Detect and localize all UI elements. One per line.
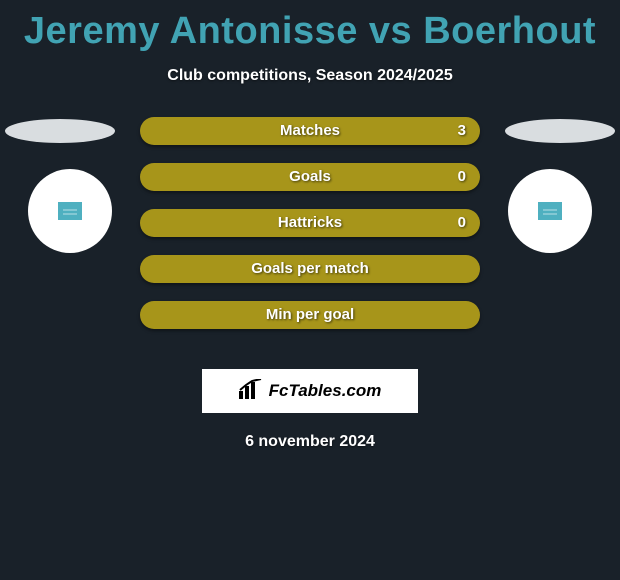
stat-value-right: 0: [458, 209, 466, 237]
date-label: 6 november 2024: [0, 433, 620, 451]
player-shadow-left: [5, 119, 115, 143]
stat-label: Hattricks: [140, 209, 480, 237]
stat-value-right: 0: [458, 163, 466, 191]
stat-label: Min per goal: [140, 301, 480, 329]
stat-row: Matches 3: [140, 117, 480, 145]
team-placeholder-icon: [538, 202, 562, 220]
stat-row: Min per goal: [140, 301, 480, 329]
stat-label: Matches: [140, 117, 480, 145]
stat-row: Hattricks 0: [140, 209, 480, 237]
bar-chart-icon: [239, 379, 263, 404]
stat-row: Goals per match: [140, 255, 480, 283]
stat-label: Goals: [140, 163, 480, 191]
subtitle: Club competitions, Season 2024/2025: [0, 67, 620, 85]
team-placeholder-icon: [58, 202, 82, 220]
brand-tag[interactable]: FcTables.com: [202, 369, 418, 413]
comparison-arena: Matches 3 Goals 0 Hattricks 0 Goals per …: [0, 109, 620, 369]
stat-row: Goals 0: [140, 163, 480, 191]
player-badge-left: [28, 169, 112, 253]
stat-label: Goals per match: [140, 255, 480, 283]
page-title: Jeremy Antonisse vs Boerhout: [0, 0, 620, 53]
stat-rows: Matches 3 Goals 0 Hattricks 0 Goals per …: [140, 117, 480, 347]
player-shadow-right: [505, 119, 615, 143]
player-badge-right: [508, 169, 592, 253]
brand-name: FcTables.com: [269, 381, 382, 401]
stat-value-right: 3: [458, 117, 466, 145]
